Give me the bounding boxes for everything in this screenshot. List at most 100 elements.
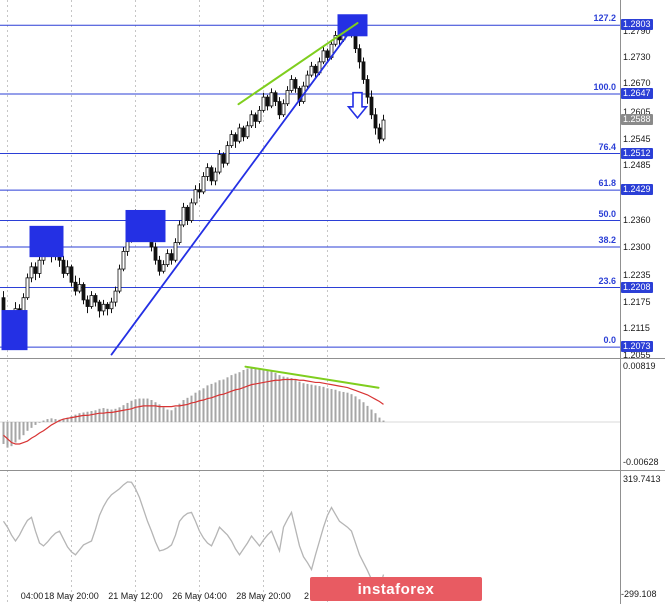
candle-body xyxy=(289,79,294,91)
candle-body xyxy=(189,202,194,221)
macd-bar xyxy=(42,420,45,422)
candle-body xyxy=(269,92,274,107)
macd-bar xyxy=(322,386,325,422)
candle-body xyxy=(249,114,254,127)
macd-bar xyxy=(126,402,129,422)
macd-bar xyxy=(106,408,109,422)
oscillator-scale-min: -299.108 xyxy=(621,589,657,599)
candle-body xyxy=(265,96,270,107)
candle-body xyxy=(381,119,386,140)
candle-body xyxy=(369,96,374,116)
macd-bar xyxy=(182,400,185,422)
candle-body xyxy=(237,127,242,142)
instaforex-watermark: instaforex xyxy=(310,577,482,601)
candle-body xyxy=(29,266,34,279)
candle-body xyxy=(109,301,114,310)
macd-bar xyxy=(250,367,253,422)
macd-bar xyxy=(94,410,97,422)
macd-bar xyxy=(334,389,337,422)
candle-body xyxy=(365,79,370,98)
macd-bar xyxy=(130,400,133,422)
macd-bar xyxy=(330,389,333,422)
macd-bar xyxy=(310,384,313,422)
macd-bar xyxy=(158,404,161,422)
macd-bar xyxy=(194,392,197,422)
candle-body xyxy=(309,65,314,76)
candle-body xyxy=(229,134,234,147)
macd-bar xyxy=(6,421,9,448)
macd-bar xyxy=(14,421,17,443)
candle-body xyxy=(73,281,78,292)
candle-body xyxy=(89,295,94,307)
macd-bar xyxy=(30,421,33,428)
candle-body xyxy=(33,266,38,274)
macd-bar xyxy=(302,383,305,422)
candle-body xyxy=(181,206,186,226)
macd-bar xyxy=(54,419,57,422)
macd-bar xyxy=(18,421,21,440)
macd-bar xyxy=(114,408,117,422)
candle-body xyxy=(61,259,66,274)
highlight-rectangle xyxy=(125,209,166,243)
macd-bar xyxy=(102,408,105,422)
macd-bar xyxy=(226,377,229,422)
macd-bar xyxy=(346,392,349,422)
macd-bar xyxy=(218,380,221,422)
candle-body xyxy=(77,284,82,292)
candle-body xyxy=(157,259,162,272)
macd-bar xyxy=(78,413,81,422)
candle-body xyxy=(261,96,266,111)
candle-body xyxy=(281,103,286,116)
macd-bar xyxy=(350,394,353,422)
macd-bar xyxy=(62,419,65,422)
candle-body xyxy=(361,61,366,80)
macd-bar xyxy=(258,368,261,422)
macd-bar xyxy=(154,402,157,422)
macd-divergence-line xyxy=(244,365,380,389)
macd-bar xyxy=(294,379,297,422)
candle-body xyxy=(293,79,298,89)
oscillator-scale-max: 319.7413 xyxy=(623,474,661,484)
macd-bar xyxy=(202,388,205,422)
macd-bar xyxy=(190,395,193,422)
macd-bar xyxy=(118,407,121,422)
macd-bar xyxy=(306,383,309,422)
macd-bar xyxy=(342,391,345,422)
candle-body xyxy=(105,303,110,310)
macd-bar xyxy=(86,411,89,422)
candle-body xyxy=(221,154,226,164)
macd-bar xyxy=(286,377,289,422)
oscillator-line xyxy=(2,481,385,590)
macd-bar xyxy=(278,375,281,422)
macd-bar xyxy=(290,378,293,422)
macd-bar xyxy=(150,400,153,422)
macd-bar xyxy=(178,403,181,422)
macd-bar xyxy=(90,411,93,422)
macd-bar xyxy=(134,399,137,422)
candle-body xyxy=(101,303,106,312)
macd-bar xyxy=(170,410,173,422)
candle-body xyxy=(241,127,246,138)
macd-bar xyxy=(370,409,373,422)
macd-bar xyxy=(246,368,249,422)
macd-bar xyxy=(166,409,169,422)
candle-body xyxy=(97,301,102,312)
macd-bar xyxy=(162,407,165,422)
candle-body xyxy=(325,50,330,58)
candle-body xyxy=(117,268,122,292)
macd-bar xyxy=(198,390,201,422)
macd-bar xyxy=(70,416,73,422)
macd-bar xyxy=(326,388,329,422)
macd-bar xyxy=(382,420,385,422)
macd-bar xyxy=(2,421,5,444)
macd-bar xyxy=(354,396,357,422)
trend-line xyxy=(110,20,359,356)
candle-body xyxy=(213,171,218,182)
macd-bar xyxy=(34,421,37,425)
watermark-text: instaforex xyxy=(357,580,435,598)
macd-bar xyxy=(46,419,49,422)
candle-body xyxy=(253,114,258,122)
macd-bar xyxy=(242,369,245,422)
macd-scale-min: -0.00628 xyxy=(623,457,659,467)
